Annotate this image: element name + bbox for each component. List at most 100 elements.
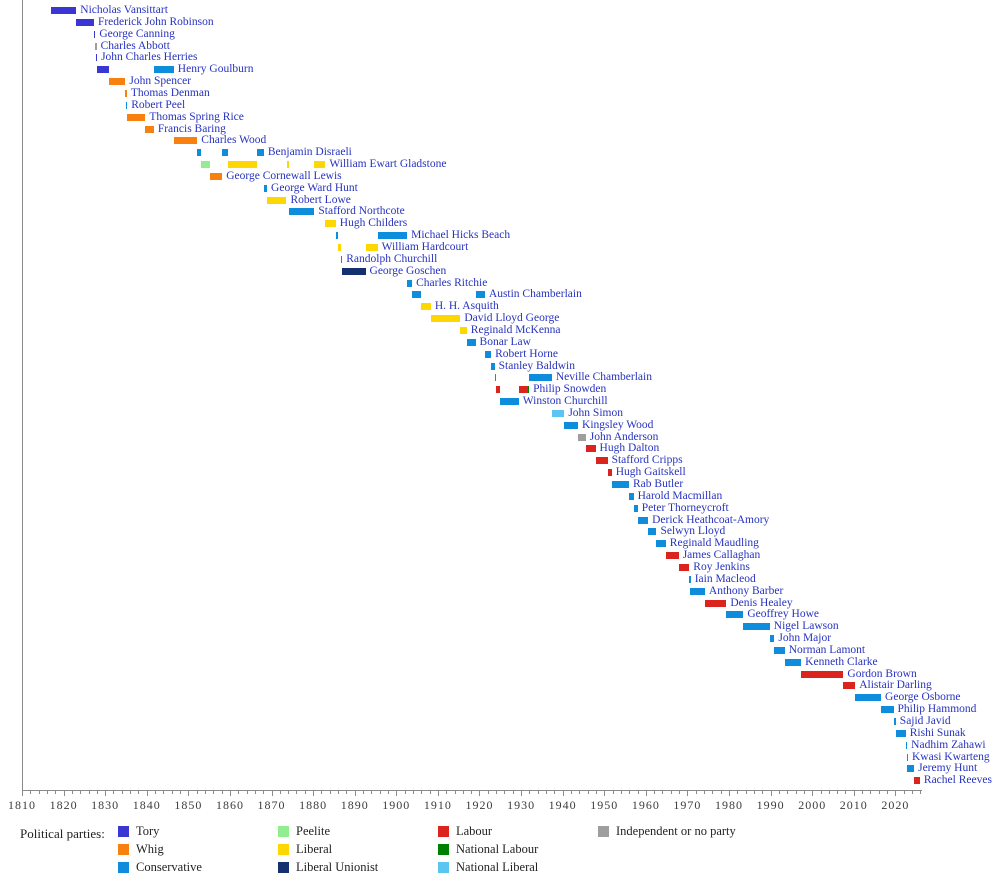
- chancellor-name-link[interactable]: Rab Butler: [633, 478, 684, 490]
- chancellor-name-link[interactable]: Harold Macmillan: [637, 489, 723, 502]
- timeline-bar: [173, 137, 198, 145]
- chancellor-name-link[interactable]: John Spencer: [129, 75, 192, 88]
- chancellor-name-link[interactable]: Henry Goulburn: [177, 63, 254, 76]
- chancellor-name-link[interactable]: Geoffrey Howe: [747, 608, 819, 621]
- chancellor-name-link[interactable]: George Osborne: [885, 691, 961, 704]
- chancellor-name-link[interactable]: Roy Jenkins: [693, 560, 750, 573]
- axis-tick: [346, 790, 348, 794]
- chancellor-name-link[interactable]: Stafford Northcote: [318, 205, 405, 218]
- chancellor-name-link[interactable]: George Cornewall Lewis: [226, 169, 342, 182]
- axis-tick: [753, 790, 755, 794]
- chancellor-name-link[interactable]: Winston Churchill: [522, 395, 608, 408]
- chancellor-name-link[interactable]: Gordon Brown: [847, 667, 917, 680]
- chancellor-name-link[interactable]: John Anderson: [589, 430, 659, 443]
- timeline-bar: [611, 481, 629, 488]
- axis-tick: [762, 790, 764, 794]
- axis-tick-label: 2000: [798, 798, 827, 812]
- chancellor-name-link[interactable]: Charles Ritchie: [416, 276, 488, 289]
- chancellor-name-link[interactable]: Reginald Maudling: [669, 537, 759, 550]
- chancellor-name-link[interactable]: Robert Horne: [495, 347, 559, 360]
- chancellor-name-link[interactable]: Bonar Law: [479, 335, 531, 348]
- axis-tick: [687, 790, 689, 796]
- timeline-bar: [801, 670, 844, 678]
- chancellor-name-link[interactable]: John Charles Herries: [101, 51, 198, 64]
- timeline-bar: [551, 409, 565, 417]
- chancellor-name-link[interactable]: Philip Hammond: [897, 703, 977, 716]
- chancellor-name-link[interactable]: Kenneth Clarke: [805, 655, 878, 668]
- chancellor-name-link[interactable]: Charles Wood: [201, 134, 267, 147]
- chancellor-name-link[interactable]: George Goschen: [369, 264, 447, 277]
- chancellor-name-link[interactable]: Charles Abbott: [100, 39, 170, 52]
- chancellor-name-link[interactable]: Nigel Lawson: [773, 620, 839, 633]
- axis-tick: [820, 790, 822, 794]
- timeline-bar: [407, 279, 413, 287]
- axis-tick-label: 1840: [132, 798, 161, 812]
- chancellor-name-link[interactable]: Hugh Gaitskell: [615, 466, 686, 479]
- chancellor-name-link[interactable]: Rishi Sunak: [909, 726, 966, 739]
- chancellor-name-link[interactable]: Thomas Spring Rice: [149, 110, 244, 123]
- chancellor-name-link[interactable]: Philip Snowden: [533, 383, 607, 396]
- chancellor-name-link[interactable]: Randolph Churchill: [346, 252, 438, 265]
- chancellor-name-link[interactable]: Reginald McKenna: [470, 323, 561, 336]
- legend-swatch: [438, 862, 449, 873]
- axis-tick: [321, 790, 323, 794]
- chancellor-name-link[interactable]: John Simon: [568, 406, 623, 419]
- timeline-bar: [222, 149, 228, 157]
- axis-tick: [454, 790, 456, 794]
- axis-tick: [803, 790, 805, 794]
- chancellor-name-link[interactable]: Sajid Javid: [899, 715, 951, 727]
- chancellor-name-link[interactable]: Benjamin Disraeli: [267, 146, 352, 159]
- axis-tick: [279, 790, 281, 794]
- chancellor-name-link[interactable]: Hugh Dalton: [599, 442, 660, 455]
- chancellor-name-link[interactable]: Iain Macleod: [694, 572, 756, 585]
- chancellor-name-link[interactable]: Anthony Barber: [708, 584, 784, 597]
- chancellor-name-link[interactable]: Hugh Childers: [339, 217, 408, 230]
- chancellor-name-link[interactable]: Thomas Denman: [130, 86, 210, 99]
- chancellor-name-link[interactable]: Alistair Darling: [859, 679, 932, 692]
- timeline-bar: [665, 552, 679, 560]
- chancellor-name-link[interactable]: Stanley Baldwin: [498, 359, 575, 372]
- timeline-bar: [97, 66, 109, 74]
- axis-tick-label: 1850: [174, 798, 203, 812]
- timeline-bar: [585, 445, 596, 453]
- chancellor-name-link[interactable]: Rachel Reeves: [923, 774, 992, 787]
- axis-tick: [263, 790, 265, 794]
- chancellor-name-link[interactable]: Austin Chamberlain: [488, 288, 582, 301]
- chancellor-name-link[interactable]: Nicholas Vansittart: [80, 4, 168, 16]
- chancellor-name-link[interactable]: Stafford Cripps: [611, 454, 683, 467]
- chancellor-name-link[interactable]: Michael Hicks Beach: [411, 229, 511, 242]
- chancellor-name-link[interactable]: Frederick John Robinson: [97, 15, 214, 28]
- chancellor-name-link[interactable]: James Callaghan: [682, 549, 761, 562]
- chancellor-name-link[interactable]: William Ewart Gladstone: [329, 158, 447, 171]
- chancellor-name-link[interactable]: John Major: [778, 632, 832, 645]
- chancellor-name-link[interactable]: Robert Lowe: [290, 193, 351, 206]
- chancellor-name-link[interactable]: Denis Healey: [730, 596, 793, 609]
- chancellor-name-link[interactable]: George Canning: [99, 27, 175, 40]
- axis-tick: [778, 790, 780, 794]
- chancellor-name-link[interactable]: H. H. Asquith: [434, 300, 499, 313]
- chancellor-name-link[interactable]: Neville Chamberlain: [555, 371, 652, 384]
- chancellor-name-link[interactable]: William Hardcourt: [381, 241, 469, 253]
- chancellor-name-link[interactable]: Kingsley Wood: [582, 418, 654, 431]
- axis-tick: [213, 790, 215, 794]
- axis-tick: [329, 790, 331, 794]
- timeline-bar: [637, 516, 649, 524]
- timeline-bar: [325, 220, 336, 228]
- chancellor-name-link[interactable]: Peter Thorneycroft: [641, 501, 729, 514]
- chancellor-name-link[interactable]: Derick Heathcoat-Amory: [652, 513, 770, 526]
- axis-tick-label: 1950: [590, 798, 619, 812]
- axis-tick: [396, 790, 398, 796]
- chancellor-name-link[interactable]: Selwyn Lloyd: [660, 525, 726, 538]
- chancellor-name-link[interactable]: Kwasi Kwarteng: [912, 750, 990, 763]
- chancellor-name-link[interactable]: Norman Lamont: [788, 643, 866, 656]
- chancellor-name-link[interactable]: David Lloyd George: [464, 312, 560, 325]
- chancellor-name-link[interactable]: Nadhim Zahawi: [911, 738, 986, 751]
- chancellor-name-link[interactable]: Francis Baring: [157, 122, 226, 135]
- axis-tick: [421, 790, 423, 794]
- chancellor-name-link[interactable]: George Ward Hunt: [271, 181, 358, 194]
- axis-tick: [462, 790, 464, 794]
- axis-tick: [512, 790, 514, 794]
- chancellor-name-link[interactable]: Robert Peel: [131, 98, 186, 111]
- chancellor-name-link[interactable]: Jeremy Hunt: [918, 762, 978, 775]
